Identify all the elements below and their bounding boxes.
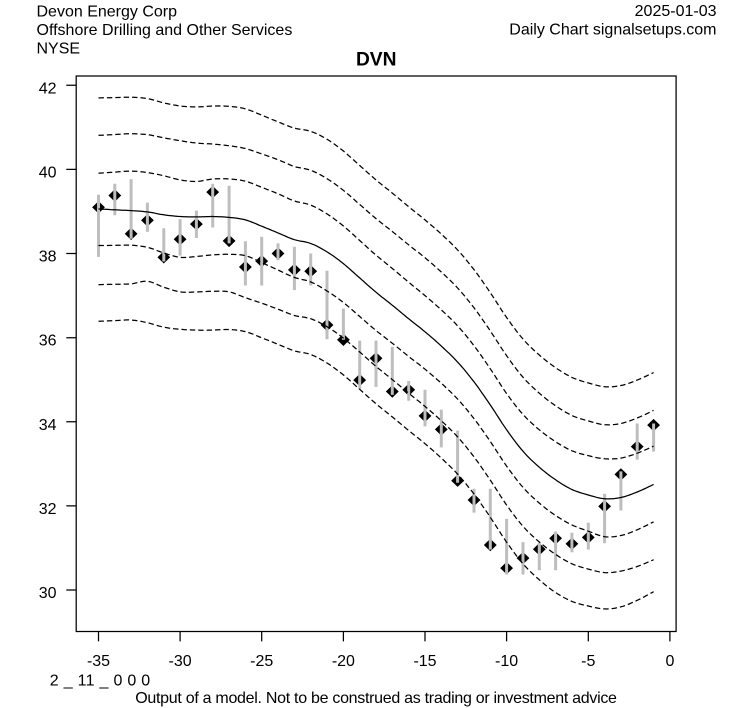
svg-text:Output of a model. Not to be c: Output of a model. Not to be construed a…: [135, 690, 617, 707]
svg-text:-25: -25: [250, 653, 273, 670]
svg-text:-35: -35: [87, 653, 110, 670]
svg-text:2 _ 11 _ 0 0 0: 2 _ 11 _ 0 0 0: [50, 673, 150, 690]
svg-text:NYSE: NYSE: [37, 41, 81, 58]
svg-text:34: 34: [39, 417, 57, 434]
svg-text:0: 0: [665, 653, 674, 670]
svg-text:42: 42: [39, 80, 57, 97]
svg-text:2025-01-03: 2025-01-03: [635, 3, 717, 20]
svg-text:-15: -15: [413, 653, 436, 670]
svg-text:30: 30: [39, 585, 57, 602]
svg-text:-20: -20: [332, 653, 355, 670]
svg-text:DVN: DVN: [356, 49, 397, 70]
svg-text:32: 32: [39, 501, 57, 518]
svg-text:-10: -10: [495, 653, 518, 670]
svg-text:Devon Energy Corp: Devon Energy Corp: [37, 4, 178, 21]
svg-text:Offshore Drilling and Other Se: Offshore Drilling and Other Services: [37, 22, 293, 39]
svg-text:-30: -30: [169, 653, 192, 670]
svg-text:38: 38: [39, 249, 57, 266]
svg-text:-5: -5: [581, 653, 595, 670]
svg-text:40: 40: [39, 164, 57, 181]
svg-text:36: 36: [39, 333, 57, 350]
svg-text:Daily Chart signalsetups.com: Daily Chart signalsetups.com: [509, 21, 716, 38]
